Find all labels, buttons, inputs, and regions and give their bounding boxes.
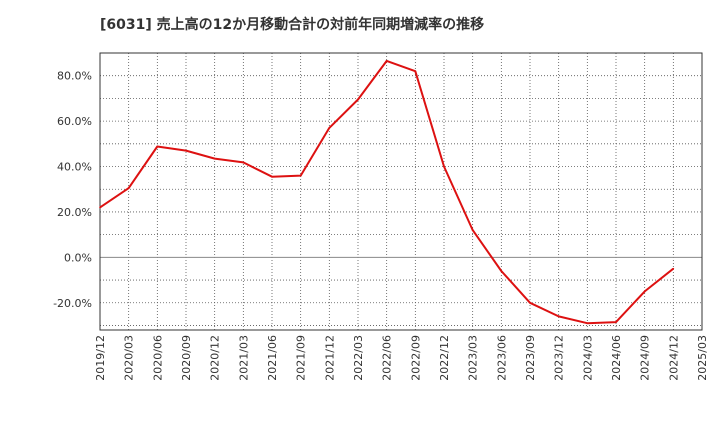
x-tick-label: 2020/09 [180, 335, 193, 381]
data-point [500, 270, 503, 272]
x-tick-label: 2023/09 [524, 335, 537, 381]
x-tick-label: 2023/12 [553, 335, 566, 381]
data-point [615, 321, 617, 323]
y-axis: 80.0% 60.0% 40.0% 20.0% 0.0% -20.0% [53, 70, 92, 310]
data-point [127, 187, 130, 189]
data-point [471, 229, 474, 231]
data-point [185, 149, 187, 152]
data-point [414, 70, 417, 72]
data-point [271, 175, 273, 178]
x-tick-label: 2021/09 [295, 335, 308, 381]
y-tick-label: 20.0% [57, 206, 92, 219]
x-tick-label: 2020/03 [123, 335, 136, 381]
x-tick-label: 2025/03 [696, 335, 709, 381]
x-tick-label: 2021/03 [237, 335, 250, 381]
x-tick-label: 2024/03 [581, 335, 594, 381]
data-point [586, 322, 589, 324]
chart-title: [6031] 売上高の12か月移動合計の対前年同期増減率の推移 [100, 17, 485, 33]
x-tick-label: 2022/03 [352, 335, 365, 381]
plot-frame [99, 52, 703, 331]
data-point [99, 206, 101, 209]
data-point [529, 301, 531, 304]
x-tick-label: 2022/12 [438, 335, 451, 381]
x-tick-label: 2023/06 [495, 335, 508, 381]
x-tick-label: 2024/06 [610, 335, 623, 381]
data-point [328, 127, 331, 129]
x-tick-label: 2023/03 [467, 335, 480, 381]
data-point [213, 157, 216, 160]
x-tick-label: 2022/09 [409, 335, 422, 381]
y-tick-label: 40.0% [57, 161, 92, 174]
x-tick-label: 2020/06 [151, 335, 164, 381]
plot-area [100, 53, 702, 330]
data-point [357, 98, 359, 101]
data-point [672, 267, 675, 270]
x-tick-label: 2022/06 [381, 335, 394, 381]
series-group [99, 59, 675, 325]
y-tick-label: 0.0% [64, 251, 92, 264]
data-point [242, 161, 245, 164]
y-tick-label: 80.0% [57, 70, 92, 83]
data-point [385, 60, 388, 62]
data-point [156, 145, 159, 148]
data-point [557, 315, 560, 318]
data-point [299, 174, 302, 177]
data-point [643, 290, 646, 293]
x-tick-label: 2021/12 [323, 335, 336, 381]
data-point [443, 165, 445, 168]
y-tick-label: -20.0% [53, 297, 92, 310]
x-tick-label: 2021/06 [266, 335, 279, 381]
x-tick-label: 2024/12 [667, 335, 680, 381]
x-axis: 2019/12 2020/03 2020/06 2020/09 2020/12 2021/… [94, 335, 709, 381]
x-tick-label: 2020/12 [209, 335, 222, 381]
x-tick-label: 2019/12 [94, 335, 107, 381]
y-tick-label: 60.0% [57, 115, 92, 128]
x-tick-label: 2024/09 [639, 335, 652, 381]
grid [100, 53, 702, 330]
